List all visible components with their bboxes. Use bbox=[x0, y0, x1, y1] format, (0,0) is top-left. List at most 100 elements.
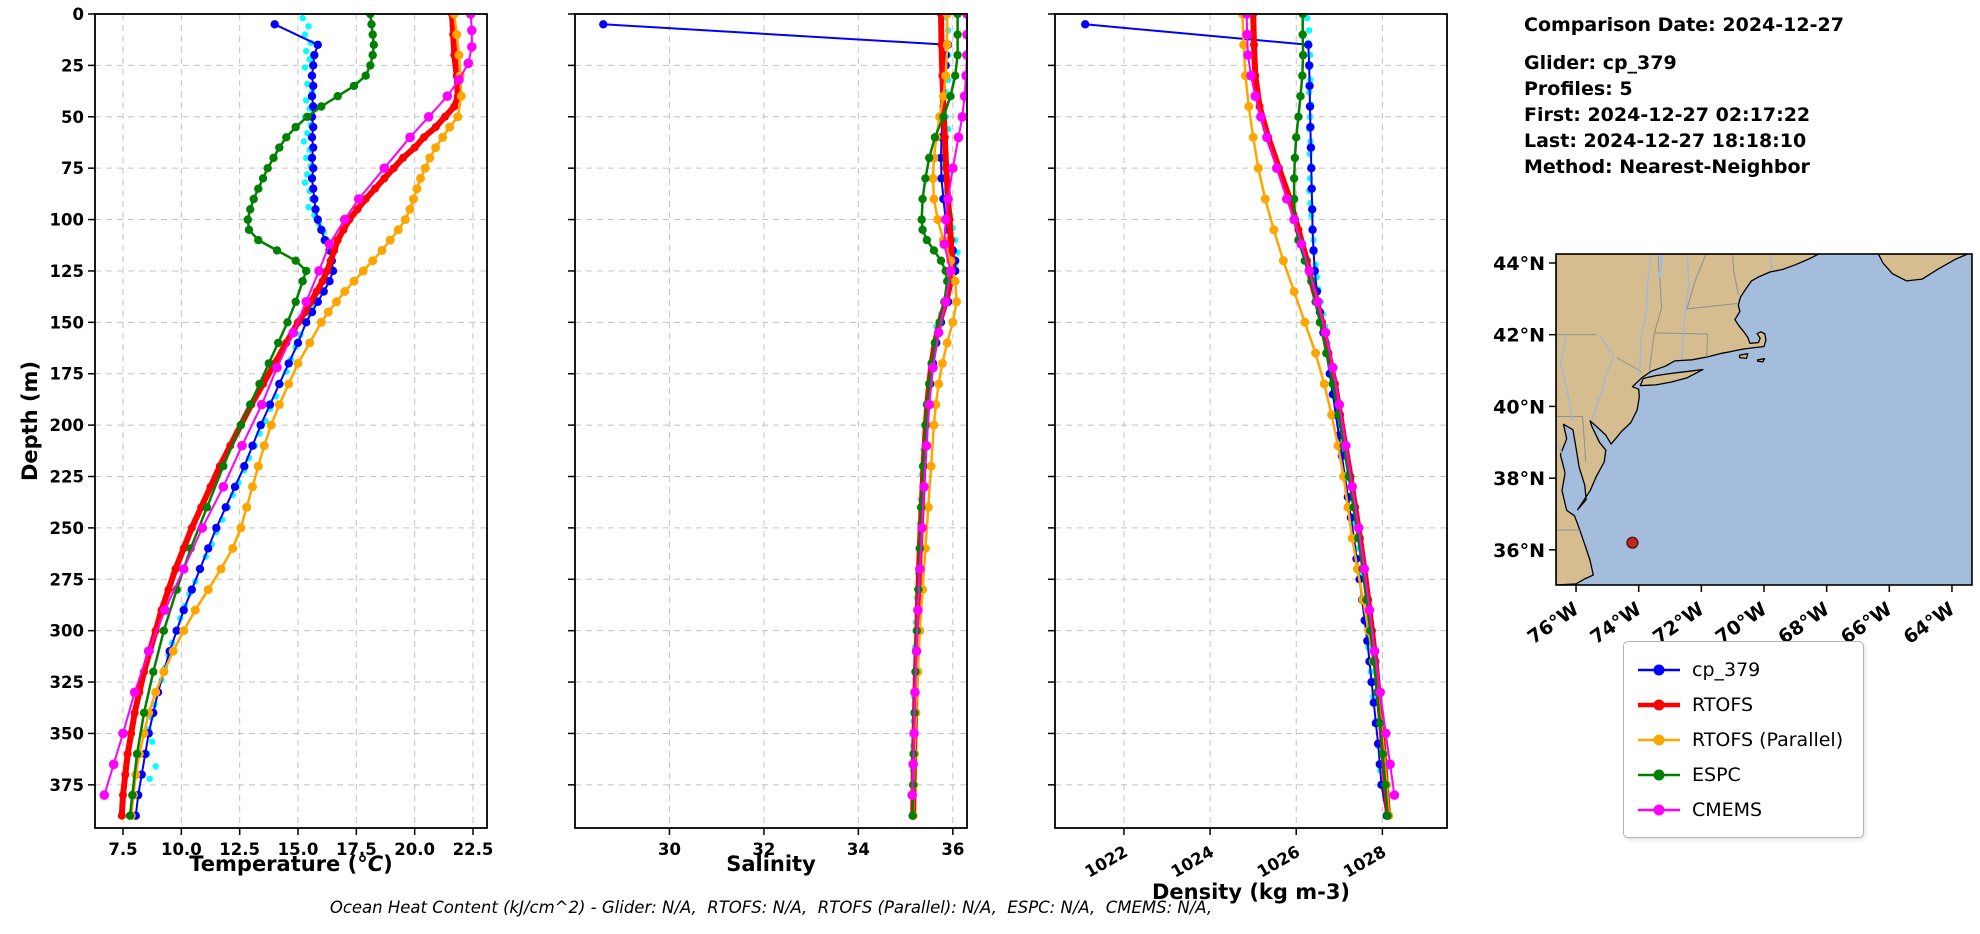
svg-text:10.0: 10.0 bbox=[161, 840, 202, 859]
temperature-axis-label-text: Temperature ( bbox=[189, 852, 358, 876]
glider-location-marker bbox=[1626, 536, 1639, 549]
salinity-axis-label: Salinity bbox=[575, 852, 967, 876]
legend-entry: cp_379 bbox=[1636, 652, 1843, 687]
legend-entry: CMEMS bbox=[1636, 792, 1843, 827]
last-profile-time: Last: 2024-12-27 18:18:10 bbox=[1524, 130, 1807, 152]
river bbox=[1559, 334, 1574, 423]
density-axis-label-text: Density (kg m-3) bbox=[1151, 880, 1351, 904]
svg-text:36°N: 36°N bbox=[1493, 540, 1545, 562]
info-panel: Comparison Date: 2024-12-27 Glider: cp_3… bbox=[1524, 12, 1844, 180]
series-rtofs bbox=[1249, 13, 1392, 820]
river bbox=[1769, 254, 1773, 271]
svg-text:225: 225 bbox=[50, 468, 84, 487]
legend-label: CMEMS bbox=[1692, 798, 1763, 821]
legend-label: RTOFS bbox=[1692, 693, 1754, 716]
svg-text:20.0: 20.0 bbox=[394, 840, 435, 859]
legend-marker bbox=[1638, 664, 1680, 675]
legend-marker bbox=[1638, 699, 1680, 710]
svg-text:375: 375 bbox=[50, 776, 84, 795]
series-rtofs-parallel- bbox=[1237, 13, 1394, 821]
map-land bbox=[1738, 353, 1749, 360]
state-boundary bbox=[1648, 332, 1655, 371]
map-land bbox=[1877, 254, 1969, 282]
svg-text:0: 0 bbox=[73, 5, 84, 24]
svg-text:50: 50 bbox=[61, 108, 84, 127]
temperature-chart: 7.5 10.0 12.5 15.0 17.5 20.0 22.5 0 25 50 75 100 125… bbox=[50, 5, 494, 859]
svg-text:175: 175 bbox=[50, 365, 84, 384]
river bbox=[1681, 254, 1690, 360]
svg-text:76°W: 76°W bbox=[1524, 598, 1583, 649]
state-boundary bbox=[1582, 416, 1587, 462]
river bbox=[1591, 334, 1615, 421]
svg-text:7.5: 7.5 bbox=[108, 840, 137, 859]
svg-text:30: 30 bbox=[658, 840, 681, 859]
series-cp_379 bbox=[599, 20, 960, 820]
state-boundary bbox=[1706, 333, 1709, 357]
depth-axis-label: Depth (m) bbox=[18, 360, 42, 482]
series-cp_379 bbox=[1081, 20, 1391, 820]
map-land bbox=[1639, 368, 1704, 387]
state-boundary bbox=[1616, 357, 1643, 373]
first-profile-time: First: 2024-12-27 02:17:22 bbox=[1524, 104, 1811, 126]
map-land bbox=[1556, 254, 1820, 585]
profiles-count: Profiles: 5 bbox=[1524, 78, 1633, 100]
legend-marker bbox=[1638, 804, 1680, 815]
glider-name: Glider: cp_379 bbox=[1524, 52, 1677, 74]
state-boundary bbox=[1654, 332, 1708, 335]
svg-text:100: 100 bbox=[50, 211, 84, 230]
state-boundary bbox=[1732, 254, 1739, 295]
svg-text:38°N: 38°N bbox=[1493, 468, 1545, 490]
svg-text:64°W: 64°W bbox=[1900, 598, 1959, 649]
svg-text:250: 250 bbox=[50, 519, 84, 538]
svg-text:44°N: 44°N bbox=[1493, 253, 1545, 275]
svg-text:1028: 1028 bbox=[1340, 842, 1389, 881]
svg-text:125: 125 bbox=[50, 262, 84, 281]
legend-label: ESPC bbox=[1692, 763, 1741, 786]
series-cmems bbox=[99, 13, 477, 800]
lake bbox=[1656, 254, 1664, 280]
svg-text:1022: 1022 bbox=[1082, 842, 1131, 881]
svg-text:42°N: 42°N bbox=[1493, 325, 1545, 347]
density-chart: 1022 1024 1026 1028 bbox=[1048, 13, 1448, 881]
svg-text:75: 75 bbox=[61, 159, 84, 178]
series-cmems bbox=[1241, 13, 1400, 800]
salinity-axis-label-text: Salinity bbox=[726, 852, 816, 876]
svg-text:1026: 1026 bbox=[1254, 842, 1303, 881]
temperature-axis-unit: °C bbox=[357, 852, 384, 876]
state-boundary bbox=[1657, 254, 1663, 308]
series-espc bbox=[125, 13, 378, 820]
svg-text:40°N: 40°N bbox=[1493, 396, 1545, 418]
svg-text:300: 300 bbox=[50, 622, 84, 641]
svg-text:350: 350 bbox=[50, 724, 84, 743]
legend: cp_379 RTOFS RTOFS (Parallel) ESPC CMEMS bbox=[1623, 641, 1865, 838]
axis-ticks: 30 32 34 36 bbox=[568, 13, 964, 859]
svg-text:32: 32 bbox=[752, 840, 775, 859]
svg-text:25: 25 bbox=[61, 56, 84, 75]
svg-text:1024: 1024 bbox=[1168, 842, 1217, 881]
legend-entry: ESPC bbox=[1636, 757, 1843, 792]
svg-text:325: 325 bbox=[50, 673, 84, 692]
svg-text:275: 275 bbox=[50, 570, 84, 589]
legend-entry: RTOFS (Parallel) bbox=[1636, 722, 1843, 757]
legend-label: RTOFS (Parallel) bbox=[1692, 728, 1844, 751]
svg-text:34: 34 bbox=[847, 840, 870, 859]
method: Method: Nearest-Neighbor bbox=[1524, 156, 1810, 178]
info-panel-gap bbox=[1524, 38, 1844, 50]
comparison-date: Comparison Date: 2024-12-27 bbox=[1524, 14, 1844, 36]
grid bbox=[575, 13, 967, 828]
svg-text:36: 36 bbox=[941, 840, 964, 859]
state-boundary bbox=[1686, 303, 1738, 310]
ocean-heat-content-note: Ocean Heat Content (kJ/cm^2) - Glider: N… bbox=[329, 898, 1213, 917]
density-axis-label: Density (kg m-3) bbox=[1055, 880, 1447, 904]
location-map: 76°W 74°W 72°W 70°W 68°W 66°W 64°W36°N38°N40°N… bbox=[1493, 253, 1973, 649]
legend-marker bbox=[1638, 769, 1680, 780]
series-rtofs bbox=[117, 13, 462, 820]
svg-text:22.5: 22.5 bbox=[453, 840, 494, 859]
river bbox=[1556, 440, 1568, 477]
state-boundary bbox=[1653, 307, 1663, 334]
series-cp_379 bbox=[131, 20, 338, 820]
map-land bbox=[1757, 358, 1766, 363]
legend-entry: RTOFS bbox=[1636, 687, 1843, 722]
